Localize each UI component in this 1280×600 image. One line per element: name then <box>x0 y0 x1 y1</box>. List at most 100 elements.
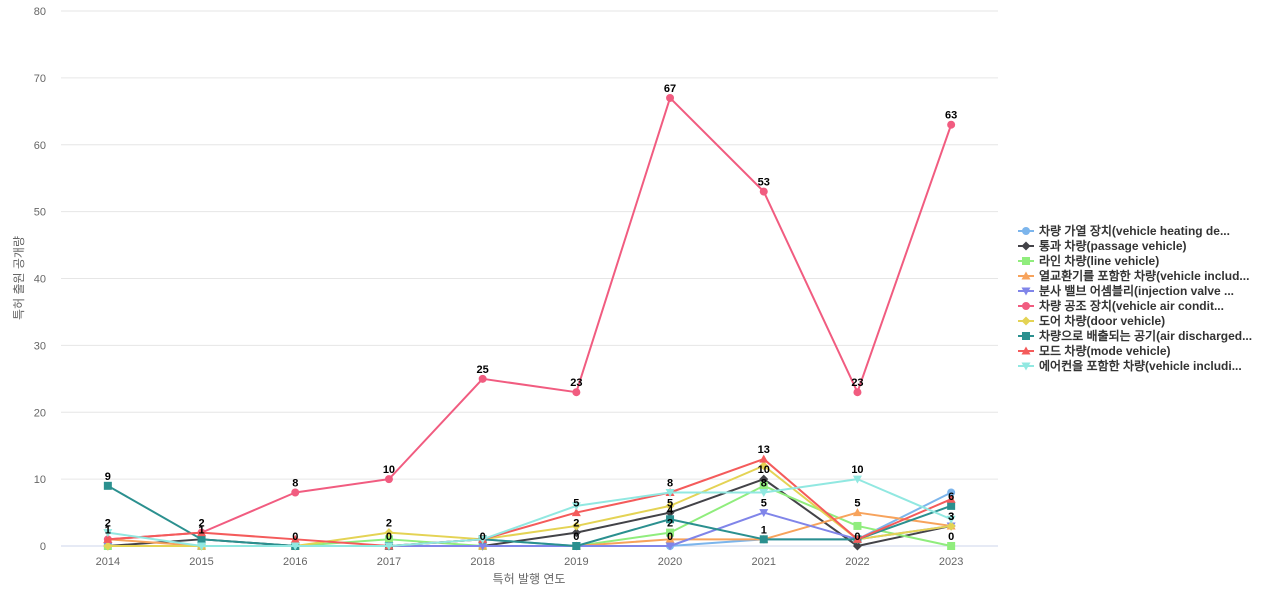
data-point <box>571 528 581 538</box>
legend-item[interactable]: 모드 차량(mode vehicle) <box>1018 343 1171 358</box>
legend-label: 라인 차량(line vehicle) <box>1039 253 1159 268</box>
data-label: 8 <box>761 478 767 490</box>
y-axis-title: 특허 출원 공개량 <box>12 236 26 320</box>
data-point <box>291 488 300 497</box>
x-axis: 2014 2015 2016 2017 2018 2019 2020 2021 2022 2023 <box>61 545 998 568</box>
x-tick-label: 2023 <box>939 556 963 568</box>
legend-item[interactable]: 차량으로 배출되는 공기(air discharged... <box>1018 328 1252 343</box>
legend-item[interactable]: 분사 밸브 어셈블리(injection valve ... <box>1018 283 1234 298</box>
data-point <box>571 521 581 531</box>
x-tick-label: 2014 <box>96 556 120 568</box>
data-label: 3 <box>948 511 954 523</box>
legend-marker <box>1021 362 1031 371</box>
data-point <box>946 515 956 524</box>
data-point <box>852 541 862 551</box>
data-label: 0 <box>573 531 579 543</box>
data-label: 8 <box>292 478 298 490</box>
x-tick-label: 2019 <box>564 556 588 568</box>
data-label: 2 <box>573 518 579 530</box>
legend-item[interactable]: 차량 공조 장치(vehicle air condit... <box>1018 298 1224 313</box>
data-label: 2 <box>105 518 111 530</box>
series-10 <box>103 475 956 551</box>
legend-label: 열교환기를 포함한 차량(vehicle includ... <box>1039 268 1249 283</box>
legend-marker <box>1022 257 1030 265</box>
data-point <box>947 488 956 497</box>
data-point <box>852 508 862 517</box>
x-tick-label: 2018 <box>470 556 494 568</box>
data-label: 67 <box>664 83 676 95</box>
data-point <box>759 509 769 518</box>
data-label: 53 <box>758 177 770 189</box>
data-point <box>478 374 487 383</box>
data-point <box>665 501 675 511</box>
y-tick-label: 70 <box>34 73 46 85</box>
x-tick-label: 2016 <box>283 556 307 568</box>
data-point <box>103 529 113 538</box>
series-line <box>107 478 952 547</box>
data-label: 2 <box>667 518 673 530</box>
legend-item[interactable]: 도어 차량(door vehicle) <box>1018 313 1165 328</box>
data-label: 13 <box>758 444 770 456</box>
legend-marker <box>1021 346 1031 355</box>
data-point <box>103 534 113 543</box>
data-point <box>852 475 862 484</box>
legend-item[interactable]: 열교환기를 포함한 차량(vehicle includ... <box>1018 268 1249 283</box>
legend-label: 분사 밸브 어셈블리(injection valve ... <box>1039 283 1234 298</box>
x-tick-label: 2020 <box>658 556 682 568</box>
data-point <box>759 474 769 484</box>
legend-label: 차량 공조 장치(vehicle air condit... <box>1039 298 1224 313</box>
data-point <box>759 454 769 463</box>
data-point <box>384 475 393 484</box>
legend-marker <box>1022 302 1030 310</box>
series-9 <box>103 454 956 550</box>
data-point <box>853 521 862 530</box>
legend-item[interactable]: 라인 차량(line vehicle) <box>1018 253 1159 268</box>
legend-marker <box>1021 271 1031 280</box>
data-point <box>759 481 768 490</box>
data-point <box>571 508 581 517</box>
data-label: 0 <box>667 531 673 543</box>
legend-label: 통과 차량(passage vehicle) <box>1039 238 1187 253</box>
grid-lines <box>61 10 998 547</box>
data-point <box>384 535 393 544</box>
y-tick-label: 0 <box>40 541 46 553</box>
legend-marker <box>1022 227 1030 235</box>
data-label: 0 <box>480 531 486 543</box>
data-label: 3 <box>948 511 954 523</box>
y-tick-label: 60 <box>34 140 46 152</box>
legend-item[interactable]: 에어컨을 포함한 차량(vehicle includi... <box>1018 358 1242 373</box>
data-point <box>571 502 581 511</box>
data-label: 5 <box>761 498 767 510</box>
data-point <box>946 494 956 503</box>
data-point <box>384 542 394 551</box>
legend-item[interactable]: 차량 가열 장치(vehicle heating de... <box>1018 223 1230 238</box>
legend-item[interactable]: 통과 차량(passage vehicle) <box>1018 238 1187 253</box>
data-point <box>852 534 862 543</box>
data-point <box>759 187 768 196</box>
data-point <box>759 489 769 497</box>
data-label: 23 <box>851 377 863 389</box>
data-label: 2 <box>386 518 392 530</box>
data-label: 9 <box>105 471 111 483</box>
y-tick-label: 30 <box>34 340 46 352</box>
data-point <box>572 542 581 550</box>
x-axis-title: 특허 발행 연도 <box>493 571 566 586</box>
data-point <box>197 542 207 551</box>
series-line <box>107 484 952 547</box>
x-tick-label: 2022 <box>845 556 869 568</box>
y-tick-label: 50 <box>34 207 46 219</box>
data-label: 63 <box>945 110 957 122</box>
data-point <box>290 534 300 543</box>
series-7 <box>103 461 956 551</box>
series-line <box>107 458 952 547</box>
data-point <box>759 461 769 471</box>
legend-marker <box>1022 332 1030 340</box>
data-label: 5 <box>854 498 860 510</box>
data-point <box>947 501 956 510</box>
data-point <box>665 508 675 518</box>
series-line <box>107 464 952 547</box>
data-point <box>946 521 956 531</box>
data-label: 0 <box>386 531 392 543</box>
data-point <box>759 535 768 544</box>
